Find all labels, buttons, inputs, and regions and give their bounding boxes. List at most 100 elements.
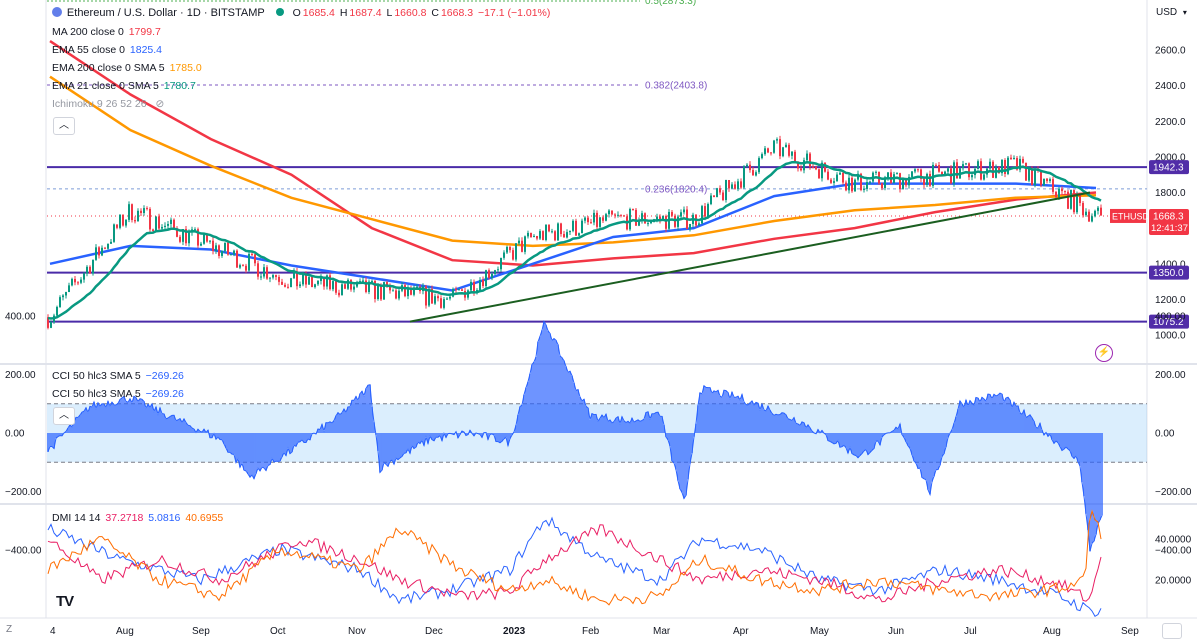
- candle-body: [413, 287, 415, 295]
- candle-body: [647, 223, 649, 225]
- series-line-ema-55: [49, 182, 1097, 292]
- candle-body: [440, 298, 442, 308]
- candle-body: [731, 184, 733, 189]
- cci-left-tick-label: −400.00: [5, 546, 42, 557]
- candle-body: [545, 224, 547, 241]
- dmi-legend[interactable]: DMI 14 14 37.2718 5.0816 40.6955: [52, 509, 225, 527]
- currency-selector[interactable]: USD ▾: [1150, 4, 1197, 22]
- indicator-legend-ichimoku[interactable]: Ichimoku 9 26 52 26 ⊘: [52, 95, 166, 113]
- candle-body: [212, 240, 214, 251]
- time-tick-label: Nov: [348, 626, 366, 637]
- candle-body: [344, 284, 346, 289]
- candle-body: [581, 220, 583, 234]
- candle-body: [518, 240, 520, 244]
- candle-body: [665, 216, 667, 229]
- candle-body: [293, 271, 295, 279]
- settings-gear-icon[interactable]: [1162, 623, 1182, 639]
- candle-body: [77, 282, 79, 284]
- candle-body: [728, 180, 730, 189]
- candle-body: [137, 210, 139, 222]
- candle-body: [920, 169, 922, 179]
- candle-body: [158, 216, 160, 229]
- indicator-legend-ma200[interactable]: MA 200 close 0 1799.7: [52, 23, 163, 41]
- symbol-title[interactable]: Ethereum / U.S. Dollar · 1D · BITSTAMP: [66, 7, 265, 19]
- candle-body: [329, 275, 331, 290]
- candle-body: [224, 242, 226, 251]
- candle-body: [278, 276, 280, 282]
- cci-legend-2[interactable]: CCI 50 hlc3 SMA 5 −269.26: [52, 385, 186, 403]
- candle-body: [818, 169, 820, 179]
- cci-legend-1[interactable]: CCI 50 hlc3 SMA 5 −269.26: [52, 367, 186, 385]
- candle-body: [557, 223, 559, 241]
- candle-body: [722, 192, 724, 201]
- time-tick-label: Jul: [964, 626, 977, 637]
- candle-body: [128, 204, 130, 220]
- candle-body: [434, 296, 436, 304]
- candle-body: [1049, 179, 1051, 182]
- candle-body: [443, 299, 445, 308]
- candle-body: [140, 210, 142, 213]
- candle-body: [254, 254, 256, 264]
- candle-body: [98, 247, 100, 256]
- candle-body: [284, 284, 286, 287]
- candle-body: [773, 140, 775, 153]
- candle-body: [164, 225, 166, 227]
- candle-body: [311, 277, 313, 288]
- candle-body: [47, 317, 49, 328]
- open-label: O: [292, 7, 301, 19]
- candle-body: [368, 281, 370, 293]
- candle-body: [554, 231, 556, 241]
- cci-label: CCI 50 hlc3 SMA 5: [52, 388, 141, 400]
- candle-body: [812, 166, 814, 168]
- candle-body: [569, 230, 571, 233]
- candle-body: [629, 209, 631, 230]
- candle-body: [965, 163, 967, 165]
- candle-body: [314, 284, 316, 288]
- candle-body: [143, 208, 145, 213]
- currency-label: USD: [1156, 7, 1178, 18]
- candle-body: [536, 235, 538, 239]
- candle-body: [860, 173, 862, 191]
- candle-body: [71, 278, 73, 286]
- indicator-legend-ema200[interactable]: EMA 200 close 0 SMA 5 1785.0: [52, 59, 204, 77]
- candle-body: [449, 296, 451, 299]
- candle-body: [1022, 158, 1024, 163]
- candle-body: [455, 288, 457, 291]
- indicator-label: EMA 55 close 0: [52, 44, 125, 56]
- eye-off-icon[interactable]: ⊘: [155, 98, 165, 110]
- candle-body: [92, 259, 94, 274]
- lightning-icon[interactable]: ⚡: [1095, 344, 1113, 362]
- symbol-legend: Ethereum / U.S. Dollar · 1D · BITSTAMP O…: [52, 4, 552, 22]
- level-price-tag: [1149, 160, 1189, 175]
- indicator-legend-ema55[interactable]: EMA 55 close 0 1825.4: [52, 41, 164, 59]
- indicator-label: EMA 21 close 0 SMA 5: [52, 80, 159, 92]
- cci-value: −269.26: [145, 388, 184, 400]
- indicator-legend-ema21[interactable]: EMA 21 close 0 SMA 5 1780.7: [52, 77, 198, 95]
- candle-body: [221, 250, 223, 256]
- candle-body: [752, 170, 754, 176]
- candle-body: [683, 209, 685, 213]
- candle-body: [473, 281, 475, 294]
- candle-body: [197, 229, 199, 246]
- collapse-cci-legend-button[interactable]: ︿: [53, 407, 75, 425]
- price-tick-label: 2600.0: [1155, 46, 1186, 57]
- collapse-legend-button[interactable]: ︿: [53, 117, 75, 135]
- candle-body: [1082, 202, 1084, 216]
- timezone-button[interactable]: Z: [6, 624, 13, 635]
- candle-body: [593, 212, 595, 223]
- candle-body: [797, 161, 799, 169]
- candle-body: [941, 171, 943, 175]
- candle-body: [599, 217, 601, 227]
- candle-body: [761, 154, 763, 159]
- candle-body: [347, 279, 349, 289]
- candle-body: [680, 212, 682, 217]
- candle-body: [488, 270, 490, 278]
- price-tick-label: 2000.0: [1155, 152, 1186, 163]
- candle-body: [299, 284, 301, 287]
- tradingview-logo[interactable]: TV: [56, 593, 74, 610]
- candle-body: [236, 250, 238, 268]
- candle-body: [371, 280, 373, 282]
- candle-body: [122, 214, 124, 226]
- candle-body: [884, 177, 886, 189]
